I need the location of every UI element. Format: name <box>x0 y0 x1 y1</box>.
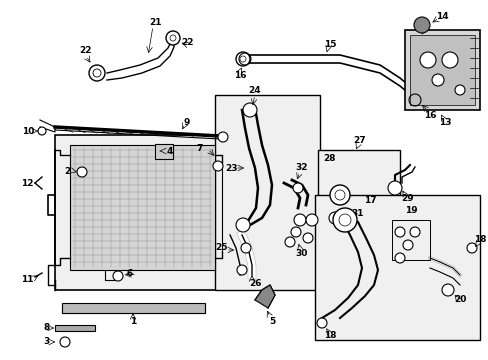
Circle shape <box>413 17 429 33</box>
Text: 28: 28 <box>323 153 336 162</box>
Circle shape <box>290 227 301 237</box>
Bar <box>55 325 95 331</box>
Bar <box>409 35 474 105</box>
Text: 15: 15 <box>323 40 336 49</box>
Text: 22: 22 <box>182 37 194 46</box>
Text: 25: 25 <box>215 243 228 252</box>
Text: 9: 9 <box>183 117 190 126</box>
Circle shape <box>89 65 105 81</box>
Text: 1: 1 <box>130 318 136 327</box>
Text: 31: 31 <box>351 208 364 217</box>
Bar <box>215 95 319 290</box>
Circle shape <box>441 284 453 296</box>
Circle shape <box>38 127 46 135</box>
Circle shape <box>409 227 419 237</box>
Text: 27: 27 <box>353 135 366 144</box>
Text: 4: 4 <box>166 147 173 156</box>
Text: 24: 24 <box>248 86 261 95</box>
Circle shape <box>237 265 246 275</box>
Bar <box>55 135 229 290</box>
Text: 17: 17 <box>363 195 376 204</box>
Circle shape <box>387 181 401 195</box>
Text: 13: 13 <box>438 117 450 126</box>
Text: 22: 22 <box>79 45 91 54</box>
Text: 26: 26 <box>248 279 261 288</box>
Circle shape <box>292 183 303 193</box>
Text: 18: 18 <box>473 235 485 244</box>
Circle shape <box>454 85 464 95</box>
Circle shape <box>394 227 404 237</box>
Circle shape <box>303 233 312 243</box>
Circle shape <box>293 214 305 226</box>
Text: 14: 14 <box>435 12 447 21</box>
Circle shape <box>328 212 340 224</box>
Circle shape <box>285 237 294 247</box>
Bar <box>155 144 173 159</box>
Text: 30: 30 <box>295 248 307 257</box>
Text: 8: 8 <box>44 324 50 333</box>
Text: 7: 7 <box>196 144 203 153</box>
Circle shape <box>236 218 249 232</box>
Circle shape <box>243 103 257 117</box>
Text: 12: 12 <box>20 179 33 188</box>
Text: 11: 11 <box>20 275 33 284</box>
Text: 20: 20 <box>453 296 465 305</box>
Circle shape <box>419 52 435 68</box>
Bar <box>391 220 429 260</box>
Circle shape <box>441 52 457 68</box>
Circle shape <box>213 161 223 171</box>
Text: 16: 16 <box>423 111 435 120</box>
Text: 23: 23 <box>225 163 238 172</box>
Polygon shape <box>254 285 274 308</box>
Text: 29: 29 <box>401 194 413 202</box>
Circle shape <box>305 214 317 226</box>
Text: 16: 16 <box>233 71 246 80</box>
Text: 10: 10 <box>22 126 34 135</box>
Circle shape <box>113 271 123 281</box>
Text: 21: 21 <box>148 18 161 27</box>
Bar <box>317 150 399 235</box>
Circle shape <box>236 52 249 66</box>
Bar <box>314 195 479 340</box>
Circle shape <box>466 243 476 253</box>
Text: 18: 18 <box>323 330 336 339</box>
Text: 3: 3 <box>44 338 50 346</box>
Circle shape <box>77 167 87 177</box>
Text: 32: 32 <box>295 162 307 171</box>
Circle shape <box>329 185 349 205</box>
Bar <box>62 303 204 313</box>
Text: 19: 19 <box>404 206 416 215</box>
Text: 2: 2 <box>64 166 70 176</box>
Circle shape <box>60 337 70 347</box>
Text: 6: 6 <box>126 269 133 278</box>
Circle shape <box>402 240 412 250</box>
Circle shape <box>218 132 227 142</box>
Circle shape <box>241 243 250 253</box>
Text: 5: 5 <box>268 316 275 325</box>
Circle shape <box>316 318 326 328</box>
Bar <box>70 145 215 270</box>
Circle shape <box>165 31 180 45</box>
Circle shape <box>394 253 404 263</box>
Circle shape <box>431 74 443 86</box>
Circle shape <box>332 208 356 232</box>
Bar <box>404 30 479 110</box>
